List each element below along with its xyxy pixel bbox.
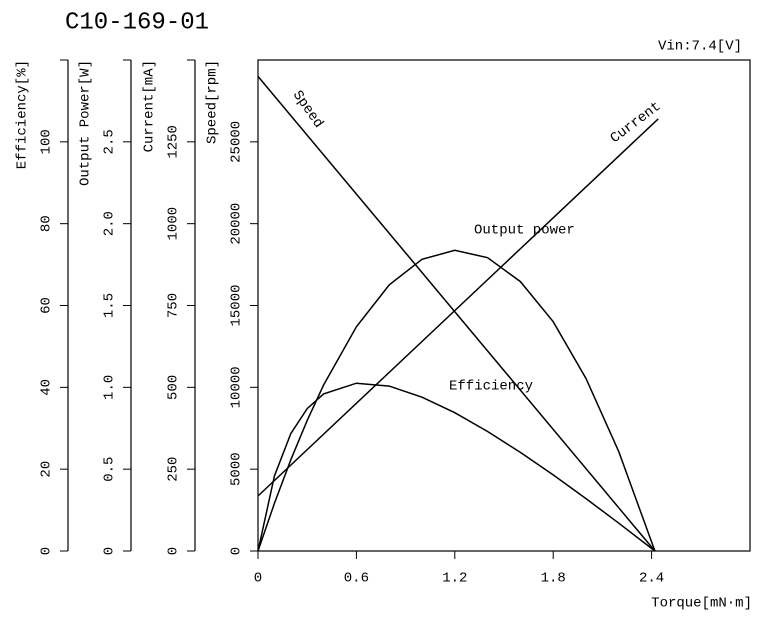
voltage-annotation: Vin:7.4[V] xyxy=(658,39,742,55)
y-tick-label: 80 xyxy=(39,215,55,232)
series-line xyxy=(257,118,659,497)
y-axis-label: Efficiency[%] xyxy=(15,60,31,169)
y-axis-label: Output Power[W] xyxy=(78,60,94,186)
y-tick-label: 1250 xyxy=(166,125,182,159)
y-tick-label: 20000 xyxy=(229,203,245,245)
y-tick-label: 100 xyxy=(39,129,55,154)
curve-label: Speed xyxy=(289,88,326,132)
chart-title: C10-169-01 xyxy=(65,9,209,36)
y-axis-label: Speed[rpm] xyxy=(205,60,221,144)
y-tick-label: 10000 xyxy=(229,366,245,408)
curve-label: Output power xyxy=(474,223,575,239)
x-tick-label: 0 xyxy=(254,571,262,587)
y-tick-label: 0 xyxy=(229,547,245,555)
x-tick-label: 1.2 xyxy=(442,571,467,587)
y-tick-label: 0 xyxy=(102,547,118,555)
y-tick-label: 2.0 xyxy=(102,211,118,236)
y-tick-label: 250 xyxy=(166,457,182,482)
x-tick-label: 1.8 xyxy=(541,571,566,587)
y-tick-label: 0.5 xyxy=(102,457,118,482)
y-tick-label: 20 xyxy=(39,461,55,478)
y-tick-label: 25000 xyxy=(229,121,245,163)
x-tick-label: 2.4 xyxy=(639,571,664,587)
y-tick-label: 500 xyxy=(166,375,182,400)
y-tick-label: 1.0 xyxy=(102,375,118,400)
plot-frame xyxy=(257,59,751,552)
x-tick-label: 0.6 xyxy=(344,571,369,587)
series-line xyxy=(257,75,656,552)
y-tick-label: 1000 xyxy=(166,207,182,241)
y-tick-label: 60 xyxy=(39,297,55,314)
y-tick-label: 2.5 xyxy=(102,129,118,154)
y-tick-label: 5000 xyxy=(229,452,245,486)
series-line xyxy=(257,382,656,552)
y-axis-label: Current[mA] xyxy=(142,60,158,152)
y-tick-label: 1.5 xyxy=(102,293,118,318)
series-line xyxy=(257,249,656,552)
curve-label: Efficiency xyxy=(449,379,533,395)
x-axis-label: Torque[mN·m] xyxy=(651,596,752,612)
y-tick-label: 40 xyxy=(39,379,55,396)
y-tick-label: 0 xyxy=(39,547,55,555)
y-tick-label: 15000 xyxy=(229,284,245,326)
y-tick-label: 0 xyxy=(166,547,182,555)
y-tick-label: 750 xyxy=(166,293,182,318)
